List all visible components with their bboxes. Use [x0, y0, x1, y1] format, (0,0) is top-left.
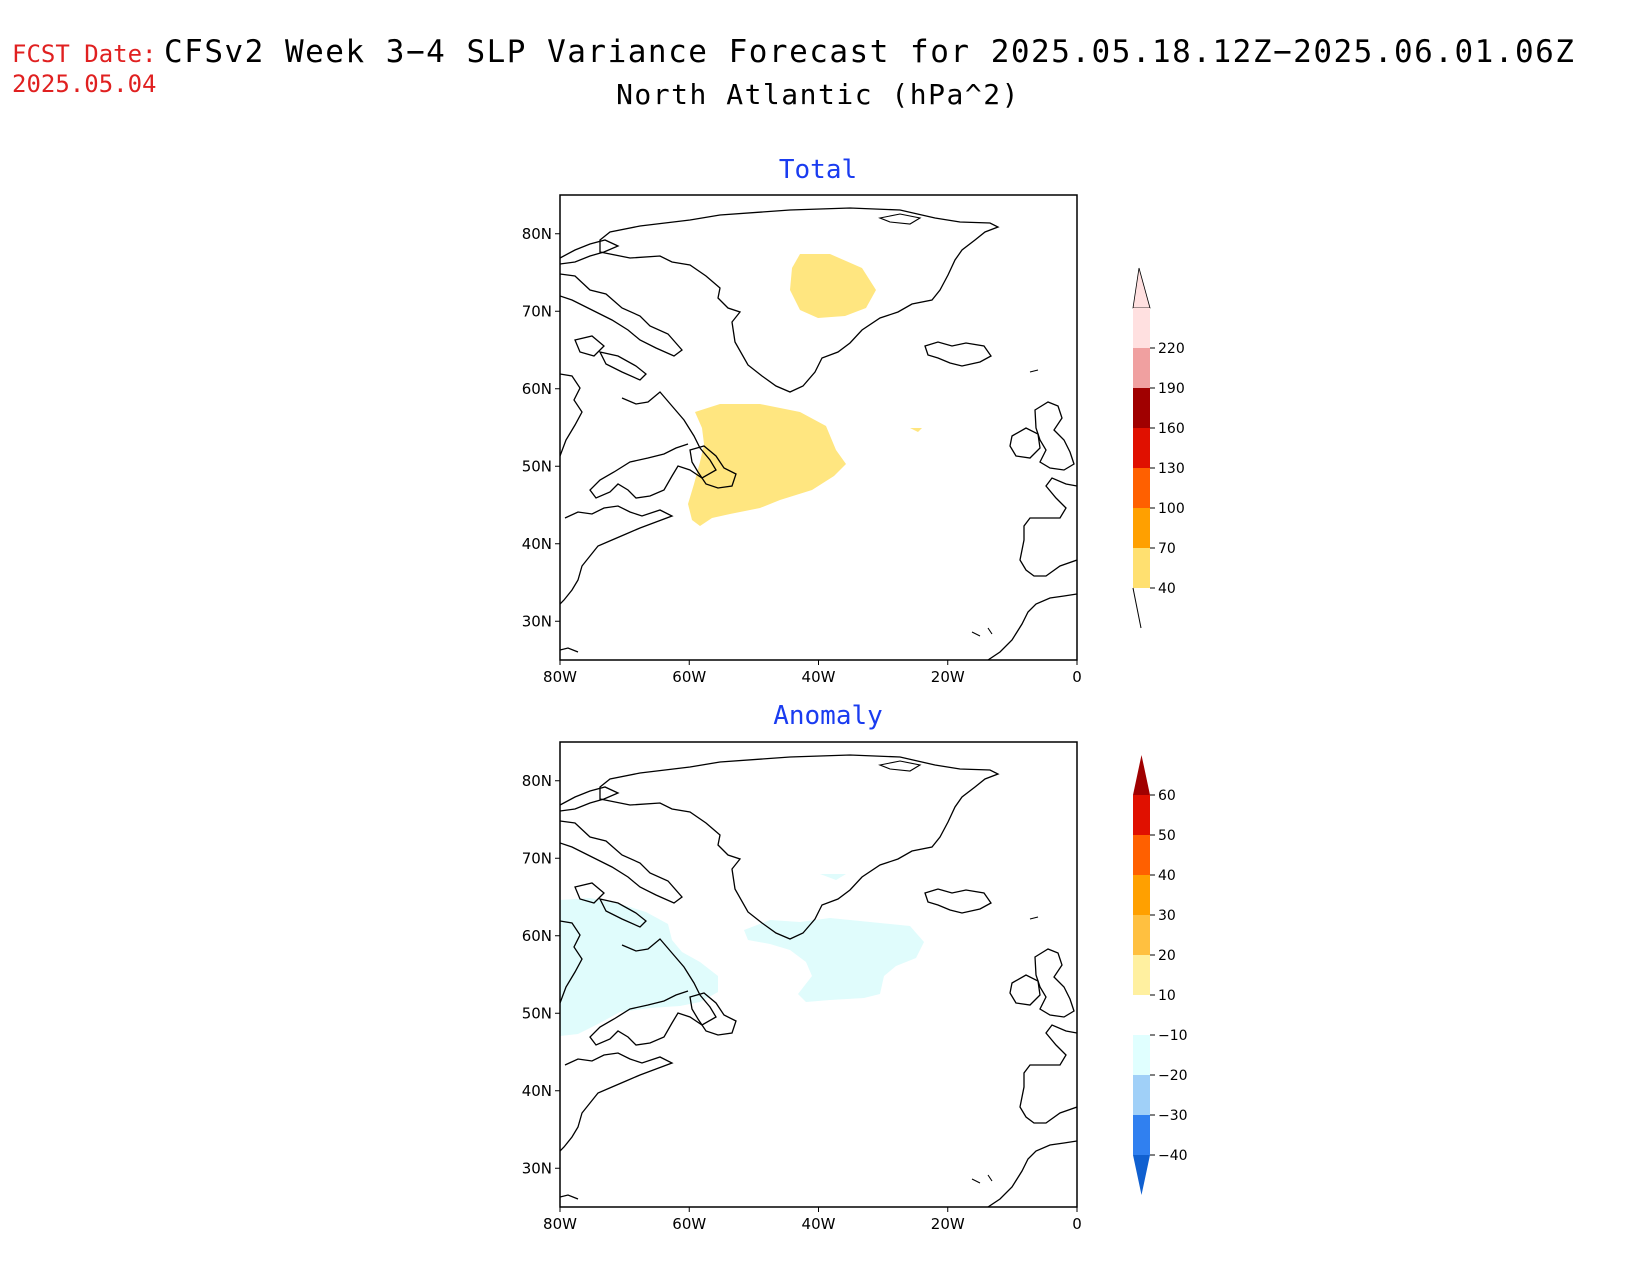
map-axes: 80W 60W 40W 20W 0 80N 70N 60N 50N 40N 30N 80W 60W 40W… — [522, 225, 1082, 1233]
colorbar-segment — [1133, 995, 1150, 1035]
colorbar-segment — [1133, 348, 1150, 388]
lat-tick-label: 60N — [522, 380, 552, 398]
lon-tick-label: 20W — [931, 668, 965, 686]
colorbar-segment — [1133, 1075, 1150, 1115]
colorbar-label: 40 — [1158, 581, 1176, 597]
lat-tick-label: 30N — [522, 1159, 552, 1177]
lat-tick-label: 60N — [522, 927, 552, 945]
colorbar-label: 130 — [1158, 461, 1185, 477]
lon-tick-label: 80W — [543, 668, 577, 686]
fcst-date-label: FCST Date: — [12, 40, 157, 68]
greenland-east-region — [790, 254, 876, 318]
lon-tick-label: 80W — [543, 1215, 577, 1233]
lat-tick-label: 40N — [522, 535, 552, 553]
colorbar-label: 10 — [1158, 988, 1176, 1004]
colorbar-label: 50 — [1158, 828, 1176, 844]
labrador-sea-newfoundland-region — [688, 404, 846, 526]
colorbar-segment — [1133, 508, 1150, 548]
colorbar-label: 70 — [1158, 541, 1176, 557]
lon-tick-label: 0 — [1072, 1215, 1082, 1233]
lon-tick-label: 60W — [672, 1215, 706, 1233]
colorbar-segment — [1133, 795, 1150, 835]
colorbar-label: −30 — [1158, 1108, 1188, 1124]
panel-total-title: Total — [779, 155, 857, 185]
lat-tick-label: 80N — [522, 772, 552, 790]
colorbar-segment — [1133, 955, 1150, 995]
colorbar-anomaly: 60 50 40 30 20 10 −10 −20 −30 −40 — [1133, 755, 1188, 1195]
colorbar-label: 30 — [1158, 908, 1176, 924]
colorbar-segment — [1133, 308, 1150, 348]
fcst-date-value: 2025.05.04 — [12, 70, 157, 98]
lat-tick-label: 50N — [522, 457, 552, 475]
lat-tick-label: 50N — [522, 1004, 552, 1022]
colorbar-label: 20 — [1158, 948, 1176, 964]
colorbar-label: 190 — [1158, 381, 1185, 397]
lat-tick-label: 30N — [522, 612, 552, 630]
colorbar-segment — [1133, 1035, 1150, 1075]
colorbar-segment — [1133, 1115, 1150, 1155]
colorbar-label: 40 — [1158, 868, 1176, 884]
figure-subtitle: North Atlantic (hPa^2) — [616, 78, 1020, 111]
colorbar-segment — [1133, 548, 1150, 588]
figure-title: CFSv2 Week 3−4 SLP Variance Forecast for… — [164, 34, 1575, 70]
colorbar-label: −10 — [1158, 1028, 1188, 1044]
lon-tick-label: 60W — [672, 668, 706, 686]
colorbar-segment — [1133, 468, 1150, 508]
colorbar-label: −40 — [1158, 1148, 1188, 1164]
colorbar-label: 220 — [1158, 341, 1185, 357]
lon-tick-label: 40W — [802, 668, 836, 686]
colorbar-segment — [1133, 875, 1150, 915]
lat-tick-label: 70N — [522, 302, 552, 320]
colorbar-segment — [1133, 915, 1150, 955]
colorbar-label: 60 — [1158, 788, 1176, 804]
hudson-bay-labrador-region — [560, 898, 718, 1036]
lat-tick-label: 70N — [522, 849, 552, 867]
colorbar-label: 160 — [1158, 421, 1185, 437]
lon-tick-label: 0 — [1072, 668, 1082, 686]
colorbar-bottom-arrow — [1132, 587, 1142, 629]
panel-total-map — [560, 195, 1077, 660]
colorbar-segment — [1133, 835, 1150, 875]
colorbar-total: 220 190 160 130 100 70 40 — [1132, 267, 1185, 629]
colorbar-label: 100 — [1158, 501, 1185, 517]
lon-tick-label: 40W — [802, 1215, 836, 1233]
colorbar-segment — [1133, 388, 1150, 428]
colorbar-top-arrow — [1132, 267, 1151, 309]
lat-tick-label: 40N — [522, 1082, 552, 1100]
panel-anomaly-title: Anomaly — [773, 701, 883, 731]
lat-tick-label: 80N — [522, 225, 552, 243]
colorbar-bottom-arrow — [1133, 1155, 1150, 1195]
panel-anomaly-map — [560, 742, 1077, 1207]
lon-tick-label: 20W — [931, 1215, 965, 1233]
colorbar-segment — [1133, 428, 1150, 468]
colorbar-label: −20 — [1158, 1068, 1188, 1084]
colorbar-top-arrow — [1133, 755, 1150, 795]
